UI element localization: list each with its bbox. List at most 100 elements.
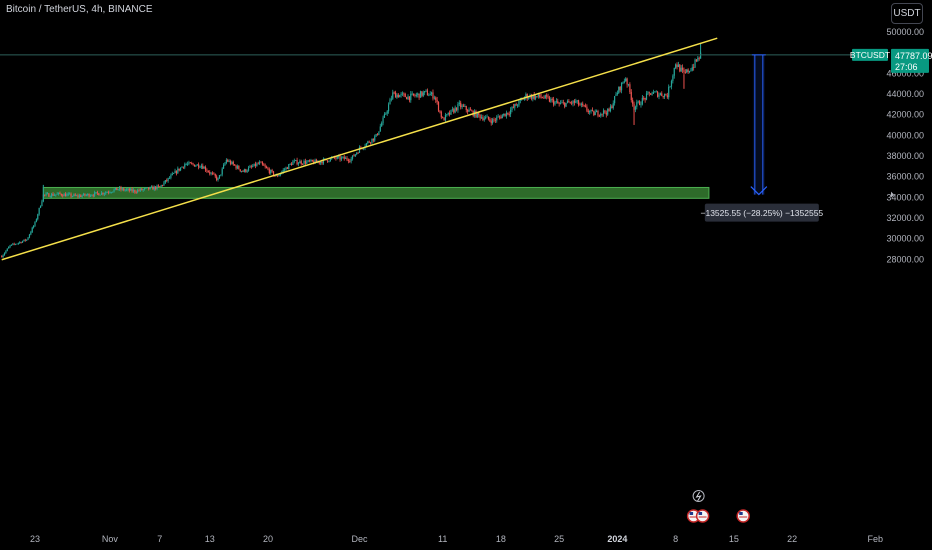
candle-body bbox=[152, 186, 154, 190]
candle-body bbox=[69, 193, 71, 195]
candle-body bbox=[589, 111, 591, 113]
candle-body bbox=[42, 194, 44, 202]
candle-body bbox=[114, 187, 117, 190]
candle bbox=[396, 93, 398, 99]
candle bbox=[31, 226, 33, 234]
candle-body bbox=[166, 180, 168, 181]
candle bbox=[357, 151, 359, 154]
candle bbox=[446, 114, 448, 117]
candle-body bbox=[96, 192, 98, 194]
candle-body bbox=[577, 100, 580, 105]
candle-body bbox=[263, 164, 265, 166]
candle-body bbox=[670, 81, 673, 87]
measure-label-box bbox=[704, 203, 819, 222]
candle-body bbox=[611, 106, 613, 108]
candle-body bbox=[425, 90, 427, 92]
candle bbox=[227, 158, 229, 163]
candle bbox=[156, 184, 158, 191]
candle bbox=[62, 193, 64, 198]
candle bbox=[465, 105, 467, 113]
candle bbox=[306, 159, 308, 165]
candle-body bbox=[498, 116, 501, 118]
candle bbox=[383, 112, 386, 119]
candle bbox=[310, 158, 312, 163]
candle-body bbox=[553, 99, 555, 105]
candle bbox=[23, 239, 25, 242]
candle-body bbox=[679, 64, 681, 72]
candle-body bbox=[604, 110, 606, 113]
candle-body bbox=[314, 159, 316, 164]
candle-body bbox=[19, 242, 21, 243]
candle bbox=[385, 112, 387, 115]
candle-body bbox=[347, 159, 349, 162]
candle-body bbox=[593, 110, 595, 116]
candle bbox=[342, 156, 344, 159]
candle bbox=[146, 187, 148, 189]
candle bbox=[632, 97, 634, 107]
candle bbox=[37, 213, 39, 221]
y-tick-label: 32000.00 bbox=[886, 213, 924, 223]
trendline bbox=[1, 37, 718, 261]
candle-body bbox=[475, 111, 477, 118]
candle bbox=[351, 155, 354, 161]
candle-body bbox=[369, 142, 372, 144]
candle bbox=[371, 138, 373, 146]
candle bbox=[138, 188, 140, 192]
candle bbox=[160, 184, 162, 188]
candle-body bbox=[339, 156, 341, 160]
candle bbox=[407, 94, 409, 100]
candle-body bbox=[693, 67, 695, 69]
candle bbox=[243, 168, 245, 173]
candle-body bbox=[516, 105, 519, 107]
candle-body bbox=[260, 161, 262, 163]
candle bbox=[242, 170, 244, 173]
candle-body bbox=[2, 255, 4, 258]
candle-body bbox=[222, 164, 225, 169]
candle bbox=[132, 188, 135, 193]
candle bbox=[604, 109, 606, 114]
candle-body bbox=[446, 114, 448, 116]
candle bbox=[510, 107, 512, 118]
candle-body bbox=[130, 188, 132, 191]
candle bbox=[576, 100, 578, 104]
candle bbox=[16, 243, 18, 245]
candle-body bbox=[289, 163, 291, 165]
candle bbox=[447, 112, 449, 116]
y-tick-label: 44000.00 bbox=[886, 89, 924, 99]
symbol-badge bbox=[852, 48, 888, 61]
candle-body bbox=[302, 163, 304, 165]
candle bbox=[207, 170, 209, 173]
candle bbox=[182, 166, 184, 169]
candle bbox=[457, 101, 459, 113]
candle-body bbox=[295, 160, 297, 161]
candle bbox=[328, 160, 330, 163]
candle bbox=[572, 100, 574, 107]
candle bbox=[512, 103, 514, 109]
candle bbox=[425, 89, 427, 93]
candle-body bbox=[189, 162, 191, 164]
candle-body bbox=[55, 194, 57, 196]
candle-body bbox=[437, 101, 440, 111]
candle-body bbox=[460, 102, 462, 108]
candle bbox=[381, 121, 383, 127]
candle bbox=[461, 103, 463, 110]
candle-body bbox=[82, 193, 85, 196]
candle-body bbox=[259, 161, 261, 164]
candle-body bbox=[464, 106, 466, 107]
candle bbox=[691, 64, 693, 72]
currency-button[interactable]: USDT bbox=[891, 3, 923, 24]
candle bbox=[375, 133, 377, 138]
candle bbox=[38, 207, 40, 216]
candle bbox=[218, 174, 221, 179]
candle-body bbox=[267, 167, 269, 170]
candle-body bbox=[117, 189, 119, 191]
candle-body bbox=[608, 108, 610, 112]
candle-body bbox=[415, 94, 417, 96]
candle-body bbox=[24, 239, 26, 241]
candle bbox=[311, 159, 313, 162]
candle-body bbox=[303, 160, 305, 165]
candle-body bbox=[698, 57, 700, 59]
candle bbox=[148, 187, 150, 191]
candle bbox=[515, 102, 517, 106]
